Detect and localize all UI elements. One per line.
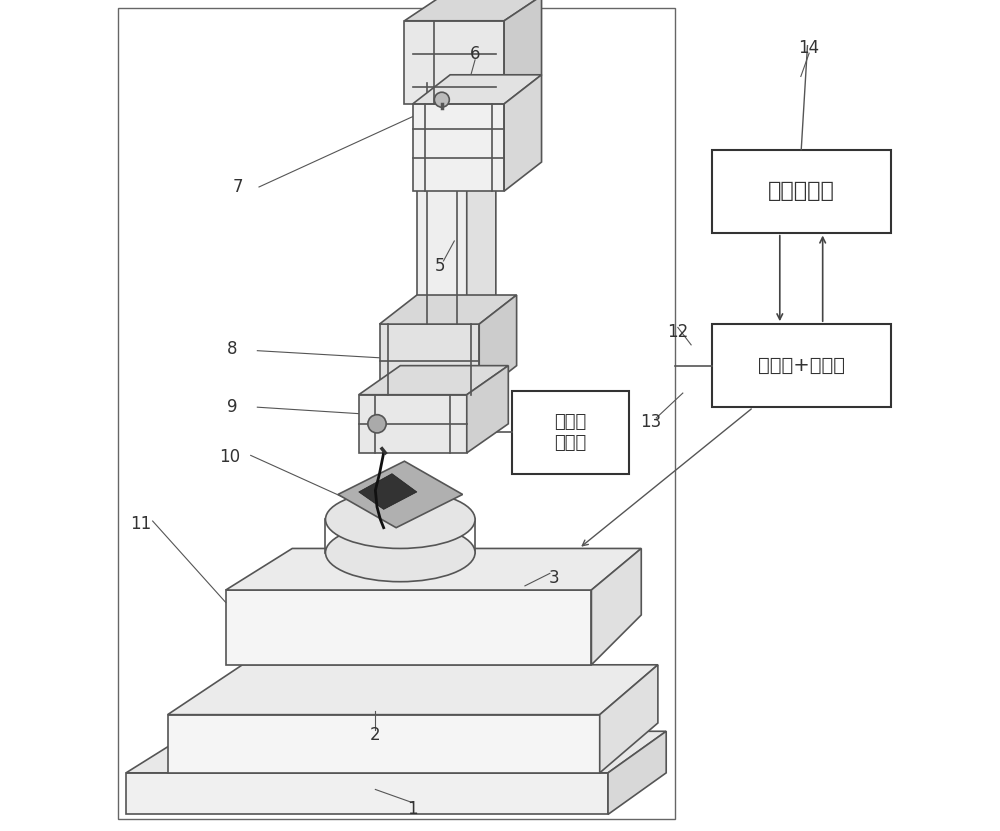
Polygon shape <box>413 75 542 104</box>
Text: 1: 1 <box>407 799 418 818</box>
Text: 11: 11 <box>130 514 152 533</box>
Polygon shape <box>467 366 508 453</box>
Text: 9: 9 <box>227 398 238 416</box>
Text: 上位机软件: 上位机软件 <box>768 181 835 201</box>
Polygon shape <box>600 665 658 773</box>
Text: 12: 12 <box>667 323 688 342</box>
Text: 13: 13 <box>641 413 662 431</box>
Polygon shape <box>359 366 508 395</box>
Polygon shape <box>504 0 542 104</box>
Ellipse shape <box>325 524 475 582</box>
Polygon shape <box>380 295 517 324</box>
Text: 3: 3 <box>549 568 559 587</box>
Circle shape <box>434 92 449 107</box>
Polygon shape <box>417 83 467 324</box>
Polygon shape <box>126 731 666 773</box>
Text: 驱动器+控制器: 驱动器+控制器 <box>758 356 845 375</box>
Polygon shape <box>168 665 658 715</box>
Text: 5: 5 <box>435 257 445 275</box>
Polygon shape <box>608 731 666 814</box>
Text: 7: 7 <box>233 178 243 196</box>
Polygon shape <box>591 548 641 665</box>
Polygon shape <box>467 66 496 324</box>
Polygon shape <box>380 324 479 395</box>
Polygon shape <box>479 295 517 395</box>
Text: 2: 2 <box>370 726 381 745</box>
Polygon shape <box>226 548 641 590</box>
Ellipse shape <box>325 490 475 548</box>
Polygon shape <box>226 590 591 665</box>
Text: 8: 8 <box>227 340 238 358</box>
Polygon shape <box>413 104 504 191</box>
Polygon shape <box>504 75 542 191</box>
Text: 14: 14 <box>799 39 820 57</box>
Text: 6: 6 <box>470 45 480 63</box>
Text: 10: 10 <box>219 448 240 466</box>
Polygon shape <box>168 715 600 773</box>
Polygon shape <box>359 474 417 509</box>
Polygon shape <box>126 773 608 814</box>
Text: 4: 4 <box>445 427 455 445</box>
Text: 高压直
流电源: 高压直 流电源 <box>555 413 587 451</box>
Polygon shape <box>359 395 467 453</box>
Polygon shape <box>404 21 504 104</box>
Polygon shape <box>404 0 542 21</box>
Circle shape <box>368 415 386 433</box>
Polygon shape <box>338 461 463 528</box>
